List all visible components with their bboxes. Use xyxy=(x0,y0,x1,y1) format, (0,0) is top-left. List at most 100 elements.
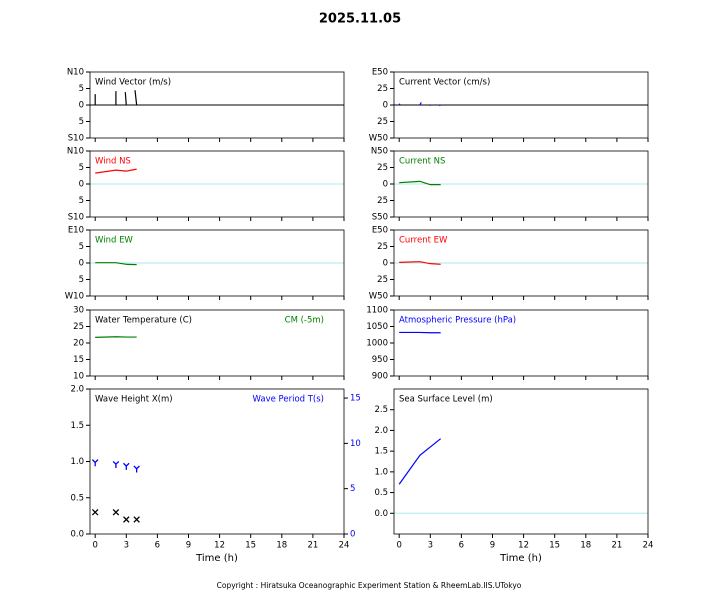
copyright: Copyright : Hiratsuka Oceanographic Expe… xyxy=(217,581,522,590)
y-tick-label: 10 xyxy=(73,372,84,382)
y-tick-label: N50 xyxy=(371,147,388,157)
y-tick-label: 5 xyxy=(79,242,84,252)
series-line xyxy=(398,438,442,485)
x-tick-label: 12 xyxy=(518,541,529,551)
vector-stick xyxy=(124,92,127,106)
y-tick-label: 0 xyxy=(79,101,84,111)
series-label: Wave Period T(s) xyxy=(253,395,325,405)
x-tick-label: 9 xyxy=(186,541,191,551)
y-tick-label: W50 xyxy=(369,134,388,144)
y-tick-label: 0 xyxy=(79,180,84,190)
x-tick-label: 24 xyxy=(643,541,654,551)
panel-title: Sea Surface Level (m) xyxy=(399,395,493,405)
y-tick-label: 5 xyxy=(79,84,84,94)
y-tick-label: 15 xyxy=(73,355,84,365)
y-tick-label: 2.0 xyxy=(374,426,388,436)
y-tick-label: 1.0 xyxy=(70,457,84,467)
y-tick-label: 25 xyxy=(377,84,388,94)
y-tick-label: 0 xyxy=(79,259,84,269)
vector-stick xyxy=(429,104,431,107)
series-label: Current NS xyxy=(399,157,445,167)
y-tick-label: 1050 xyxy=(366,322,388,332)
x-tick-label: 21 xyxy=(611,541,622,551)
series-label: Wave Height X(m) xyxy=(95,395,173,405)
y2-tick-label: 10 xyxy=(350,439,361,449)
panel-frame xyxy=(393,388,649,535)
panel-frame xyxy=(393,150,649,218)
x-tick-label: 6 xyxy=(155,541,160,551)
panel-frame xyxy=(89,388,345,535)
y-tick-label: 0.0 xyxy=(374,509,388,519)
y-tick-label: 20 xyxy=(73,339,84,349)
y-tick-label: 0.5 xyxy=(70,493,84,503)
y-tick-label: N10 xyxy=(67,147,84,157)
y-tick-label: 0.0 xyxy=(70,530,84,540)
marker xyxy=(123,516,130,523)
panel-frame xyxy=(89,71,345,139)
series-label: Wind NS xyxy=(95,157,131,167)
y2-tick-label: 15 xyxy=(350,394,361,404)
y-tick-label: 30 xyxy=(73,306,84,316)
x-axis-label: Time (h) xyxy=(499,553,542,564)
y-tick-label: 5 xyxy=(79,163,84,173)
page-title: 2025.11.05 xyxy=(319,12,401,27)
panel-title: Current Vector (cm/s) xyxy=(399,78,490,88)
x-tick-label: 18 xyxy=(580,541,591,551)
y-tick-label: 25 xyxy=(377,275,388,285)
series-label: Atmospheric Pressure (hPa) xyxy=(399,316,516,326)
panel-frame xyxy=(89,309,345,377)
y-tick-label: 0 xyxy=(383,180,388,190)
y-tick-label: 5 xyxy=(79,275,84,285)
panel-frame xyxy=(89,229,345,297)
panel-title: Water Temperature (C) xyxy=(95,316,192,326)
y-tick-label: 25 xyxy=(377,163,388,173)
marker xyxy=(123,462,130,470)
y-tick-label: S10 xyxy=(68,213,84,223)
panel-frame xyxy=(89,150,345,218)
series-line xyxy=(95,336,137,338)
y2-tick-label: 0 xyxy=(350,530,355,540)
y-tick-label: 5 xyxy=(79,117,84,127)
y-tick-label: 25 xyxy=(377,196,388,206)
vector-stick xyxy=(134,90,138,106)
x-tick-label: 6 xyxy=(459,541,464,551)
y-tick-label: 1100 xyxy=(366,306,388,316)
marker xyxy=(91,508,99,516)
panel-frame xyxy=(393,71,649,139)
marker xyxy=(133,465,140,473)
y-tick-label: 1000 xyxy=(366,339,388,349)
series-line xyxy=(399,180,441,186)
vector-stick xyxy=(419,102,422,106)
y-tick-label: 25 xyxy=(377,242,388,252)
y-tick-label: E50 xyxy=(372,226,388,236)
series-label: CM (-5m) xyxy=(285,316,324,326)
x-tick-label: 12 xyxy=(214,541,225,551)
x-tick-label: 21 xyxy=(307,541,318,551)
x-tick-label: 15 xyxy=(245,541,256,551)
y-tick-label: 25 xyxy=(73,322,84,332)
y2-tick-label: 5 xyxy=(350,484,355,494)
y-tick-label: 0.5 xyxy=(374,488,388,498)
vector-stick xyxy=(439,104,441,107)
x-tick-label: 18 xyxy=(276,541,287,551)
marker xyxy=(133,516,140,523)
y-tick-label: W10 xyxy=(65,292,84,302)
panel-frame xyxy=(393,229,649,297)
x-tick-label: 24 xyxy=(339,541,350,551)
y-tick-label: 1.0 xyxy=(374,467,388,477)
y-tick-label: 1.5 xyxy=(374,447,388,457)
x-tick-label: 0 xyxy=(396,541,401,551)
y-tick-label: 0 xyxy=(383,259,388,269)
y-tick-label: E10 xyxy=(68,226,84,236)
series-line xyxy=(399,261,441,265)
y-tick-label: S50 xyxy=(372,213,388,223)
y-tick-label: N10 xyxy=(67,68,84,78)
x-tick-label: 0 xyxy=(92,541,97,551)
y-tick-label: 25 xyxy=(377,117,388,127)
y-tick-label: E50 xyxy=(372,68,388,78)
series-line xyxy=(95,262,137,266)
marker xyxy=(112,460,120,469)
vector-stick xyxy=(398,103,401,106)
y-tick-label: S10 xyxy=(68,134,84,144)
y-tick-label: 2.5 xyxy=(374,405,388,415)
